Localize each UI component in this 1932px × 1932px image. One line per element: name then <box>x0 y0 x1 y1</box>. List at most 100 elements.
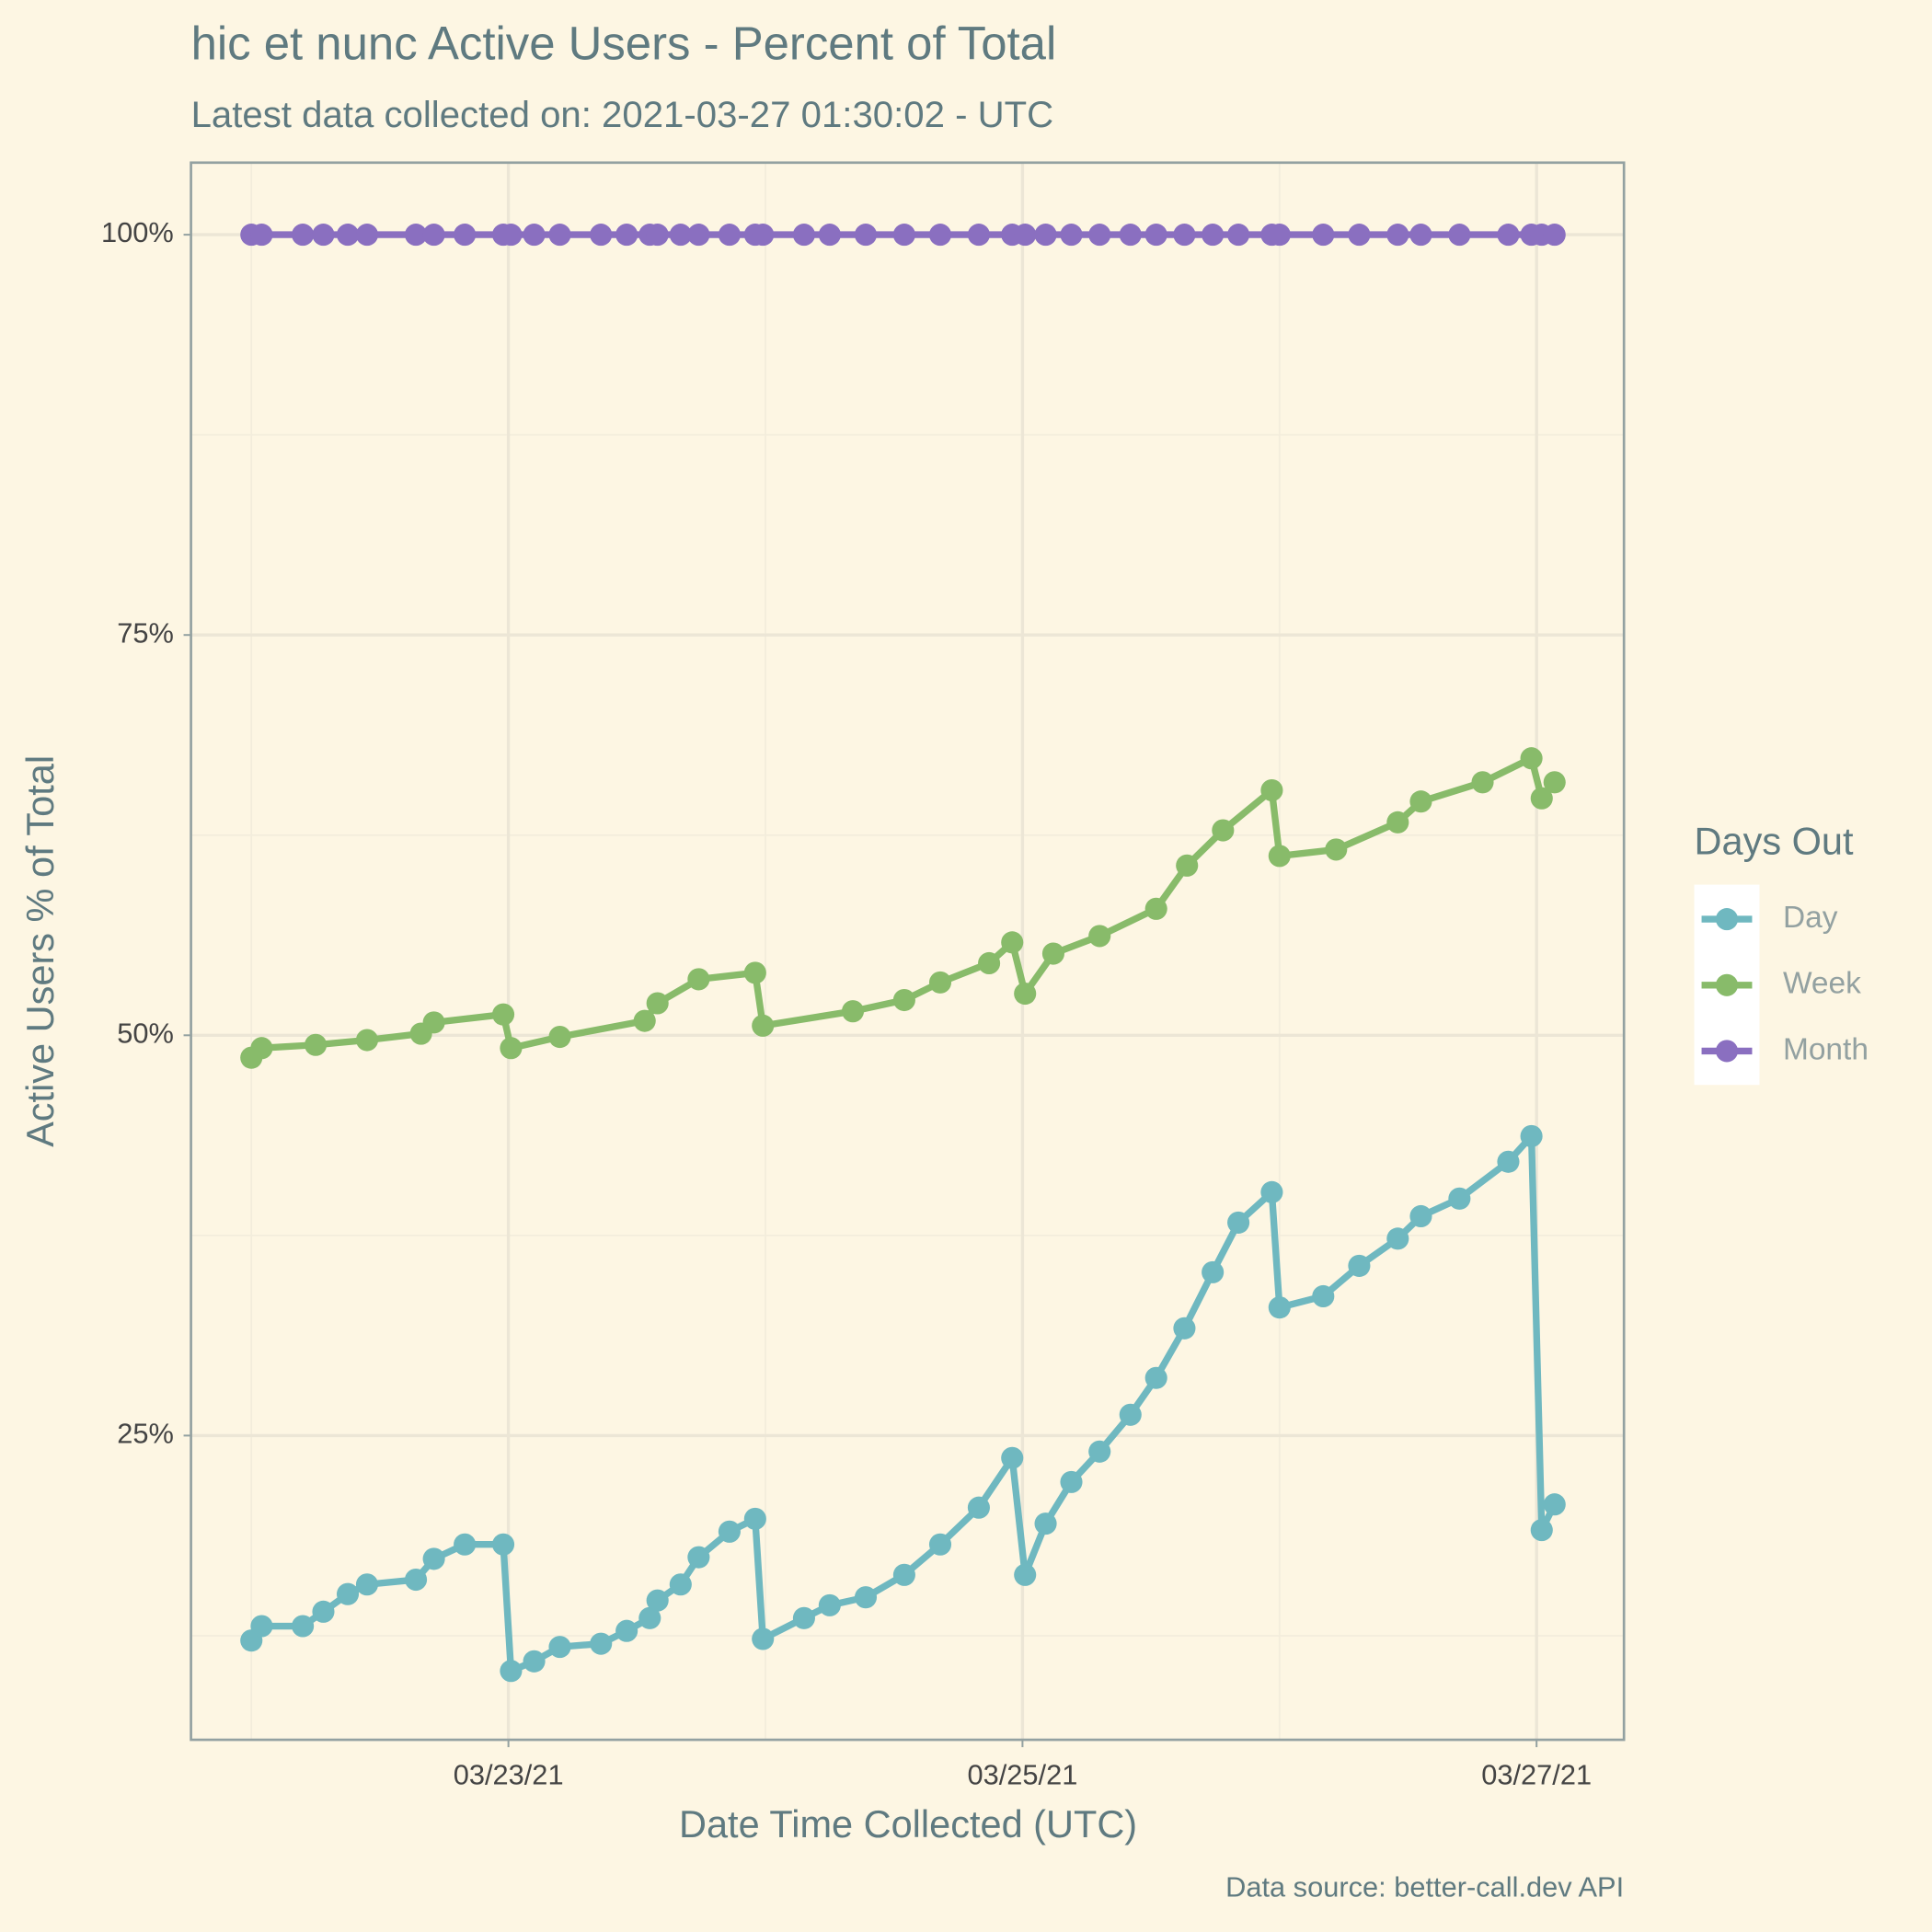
legend-key-point <box>1715 1040 1739 1063</box>
data-point <box>292 224 315 247</box>
data-point <box>615 224 638 247</box>
data-point <box>792 1606 815 1629</box>
data-point <box>590 1632 613 1655</box>
data-point <box>1173 224 1196 247</box>
data-point <box>312 224 335 247</box>
data-point <box>1471 771 1494 794</box>
data-point <box>355 1573 379 1596</box>
data-point <box>646 992 669 1015</box>
data-point <box>1212 819 1235 842</box>
data-point <box>978 951 1001 975</box>
data-point <box>292 1615 315 1638</box>
data-point <box>1260 1180 1283 1203</box>
data-point <box>405 224 428 247</box>
data-point <box>615 1619 638 1642</box>
data-point <box>422 224 445 247</box>
data-point <box>818 1593 841 1616</box>
data-point <box>1060 224 1083 247</box>
data-point <box>1088 925 1111 948</box>
data-point <box>1409 224 1432 247</box>
data-point <box>1386 811 1409 834</box>
data-point <box>1014 982 1037 1006</box>
data-point <box>590 224 613 247</box>
data-point <box>1119 224 1142 247</box>
data-point <box>1386 224 1409 247</box>
data-point <box>1060 1470 1083 1493</box>
data-point <box>718 224 741 247</box>
data-point <box>336 224 360 247</box>
data-point <box>1386 1227 1409 1250</box>
data-point <box>1202 1260 1225 1283</box>
data-point <box>523 1650 546 1673</box>
data-point <box>646 224 669 247</box>
data-point <box>1448 1187 1471 1210</box>
data-point <box>355 224 379 247</box>
data-point <box>1348 224 1371 247</box>
data-point <box>1312 224 1335 247</box>
data-point <box>1001 1446 1024 1469</box>
data-point <box>1001 931 1024 954</box>
data-point <box>1088 1440 1111 1463</box>
data-point <box>355 1029 379 1052</box>
y-tick-label: 50% <box>117 1017 174 1049</box>
data-point <box>1176 854 1199 877</box>
x-axis-title: Date Time Collected (UTC) <box>679 1802 1137 1846</box>
data-point <box>1543 224 1566 247</box>
data-point <box>1530 787 1553 810</box>
legend-key-point <box>1715 973 1739 996</box>
data-point <box>1202 224 1225 247</box>
series-month <box>240 224 1566 247</box>
data-point <box>669 224 692 247</box>
data-point <box>1409 790 1432 813</box>
data-point <box>638 1606 661 1629</box>
data-point <box>1227 1211 1250 1234</box>
data-point <box>1497 224 1520 247</box>
data-point <box>892 988 915 1012</box>
data-point <box>967 224 990 247</box>
data-point <box>718 1520 741 1543</box>
data-point <box>422 1011 445 1034</box>
data-point <box>928 971 952 994</box>
data-point <box>892 224 915 247</box>
legend-key-point <box>1715 908 1739 931</box>
data-point <box>1325 838 1348 861</box>
data-point <box>500 224 523 247</box>
data-point <box>928 1533 952 1556</box>
data-point <box>687 968 710 991</box>
data-point <box>1520 1124 1543 1147</box>
series-day <box>240 1124 1566 1683</box>
data-point <box>405 1568 428 1592</box>
data-point <box>422 1547 445 1570</box>
caption: Data source: better-call.dev API <box>1225 1870 1624 1903</box>
legend-label: Week <box>1783 967 1861 1001</box>
data-point <box>1260 778 1283 802</box>
data-point <box>1497 1150 1520 1173</box>
data-point <box>548 1636 571 1659</box>
data-point <box>1530 1519 1553 1542</box>
data-line <box>248 754 1558 1061</box>
y-tick-label: 100% <box>101 216 174 248</box>
data-point <box>454 1533 477 1556</box>
legend-label: Day <box>1783 901 1838 935</box>
data-point <box>1348 1254 1371 1277</box>
data-point <box>1041 942 1064 965</box>
data-point <box>305 1033 328 1056</box>
data-point <box>1014 1563 1037 1586</box>
y-axis-title: Active Users % of Total <box>18 755 62 1147</box>
data-point <box>454 224 477 247</box>
chart-title: hic et nunc Active Users - Percent of To… <box>191 17 1057 69</box>
data-point <box>633 1009 656 1032</box>
data-point <box>523 224 546 247</box>
data-point <box>1034 1512 1057 1535</box>
data-point <box>967 1496 990 1519</box>
data-point <box>491 1003 515 1026</box>
data-point <box>1520 747 1543 770</box>
data-point <box>1088 224 1111 247</box>
data-point <box>500 1660 523 1683</box>
chart-subtitle: Latest data collected on: 2021-03-27 01:… <box>191 94 1054 135</box>
data-point <box>669 1573 692 1596</box>
data-point <box>250 224 273 247</box>
